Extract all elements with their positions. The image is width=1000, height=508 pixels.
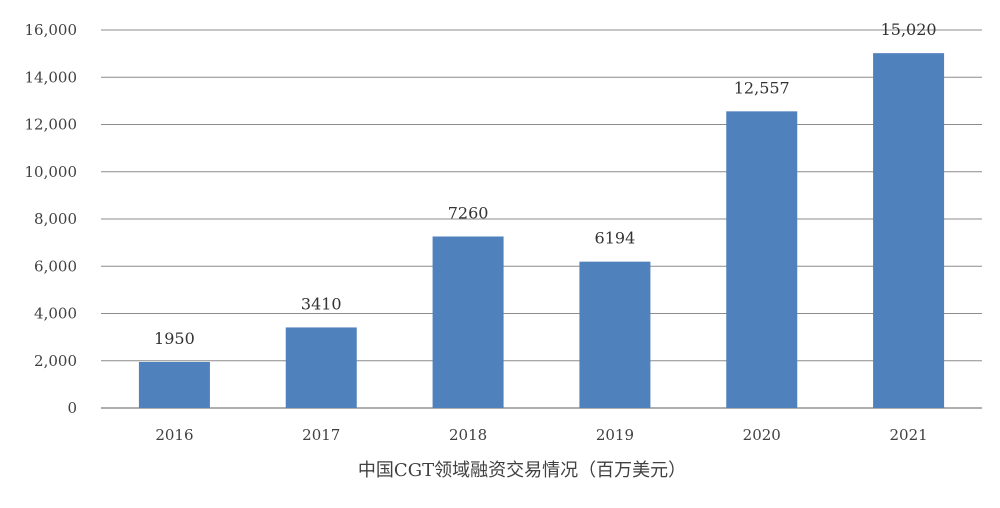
x-category-label: 2021 — [889, 426, 927, 444]
gridlines — [101, 29, 982, 409]
bar — [726, 111, 798, 408]
y-tick-label: 4,000 — [34, 305, 77, 323]
y-tick-label: 12,000 — [25, 116, 78, 134]
data-label: 1950 — [154, 329, 195, 348]
bar — [579, 261, 651, 408]
y-tick-label: 8,000 — [34, 210, 77, 228]
bar — [138, 361, 210, 408]
x-category-label: 2016 — [155, 426, 193, 444]
y-tick-label: 0 — [67, 399, 77, 417]
y-tick-label: 14,000 — [25, 68, 78, 86]
bar — [873, 53, 945, 409]
bar — [285, 327, 357, 408]
y-axis-tick-labels: 0 2,000 4,000 6,000 8,000 10,000 12,000 14,000 1… — [25, 21, 78, 417]
y-tick-label: 2,000 — [34, 352, 77, 370]
x-category-label: 2017 — [302, 426, 340, 444]
chart-title: 中国CGT领域融资交易情况（百万美元） — [358, 460, 686, 481]
data-label: 12,557 — [734, 78, 790, 97]
bars — [138, 53, 945, 409]
x-category-label: 2019 — [596, 426, 634, 444]
data-labels: 1950 3410 7260 6194 12,557 15,020 — [154, 20, 937, 348]
x-axis-category-labels: 2016 2017 2018 2019 2020 2021 — [155, 426, 927, 444]
data-label: 3410 — [301, 294, 342, 313]
x-category-label: 2020 — [743, 426, 781, 444]
data-label: 15,020 — [881, 20, 937, 39]
x-category-label: 2018 — [449, 426, 487, 444]
data-label: 7260 — [448, 203, 489, 222]
y-tick-label: 10,000 — [25, 163, 78, 181]
bar — [432, 236, 504, 408]
y-tick-label: 6,000 — [34, 257, 77, 275]
data-label: 6194 — [595, 229, 636, 248]
y-tick-label: 16,000 — [25, 21, 78, 39]
